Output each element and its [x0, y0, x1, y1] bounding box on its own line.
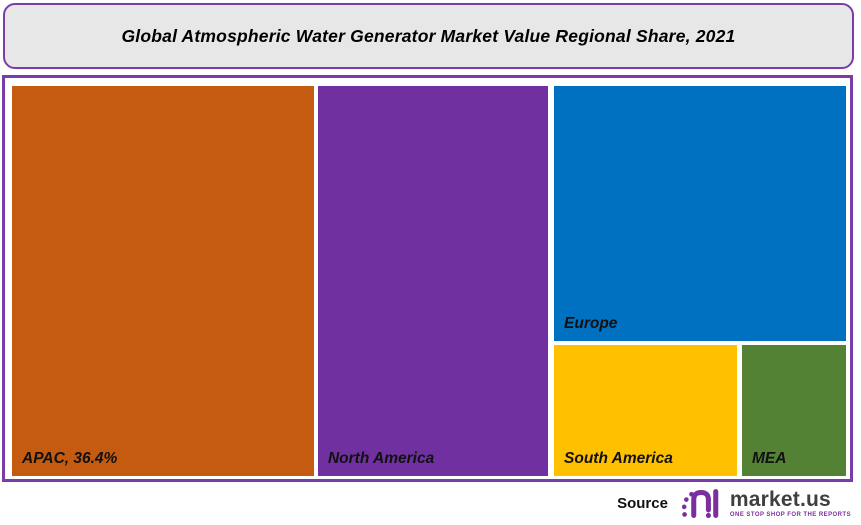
treemap-tile-mea: MEA	[742, 344, 846, 476]
chart-title-banner: Global Atmospheric Water Generator Marke…	[3, 3, 854, 69]
treemap-tile-north-america: North America	[317, 86, 548, 476]
market-us-brand: market.us ONE STOP SHOP FOR THE REPORTS	[680, 487, 851, 520]
brand-text-block: market.us ONE STOP SHOP FOR THE REPORTS	[730, 489, 851, 518]
treemap-tile-south-america: South America	[554, 344, 737, 476]
treemap-tile-label: Europe	[564, 314, 618, 332]
page-title: Global Atmospheric Water Generator Marke…	[121, 25, 736, 46]
brand-name: market.us	[729, 487, 831, 511]
treemap-tile-label: APAC, 36.4%	[22, 450, 118, 467]
brand-tagline: ONE STOP SHOP FOR THE REPORTS	[729, 511, 851, 518]
treemap-tile-label: South America	[564, 449, 673, 467]
market-us-logo-icon	[681, 488, 719, 518]
treemap-frame: APAC, 36.4% North America Europe South Amer…	[2, 75, 853, 482]
treemap-tile-label: North America	[327, 450, 435, 467]
treemap-tile-europe: Europe	[554, 86, 846, 341]
treemap-plot: APAC, 36.4% North America Europe South Amer…	[12, 86, 846, 476]
source-label: Source	[617, 494, 668, 512]
treemap-tile-label: MEA	[752, 449, 787, 467]
treemap-tile-apac: APAC, 36.4%	[12, 86, 314, 476]
source-row: Source market.us ONE STOP SHOP FOR THE R…	[617, 485, 851, 521]
